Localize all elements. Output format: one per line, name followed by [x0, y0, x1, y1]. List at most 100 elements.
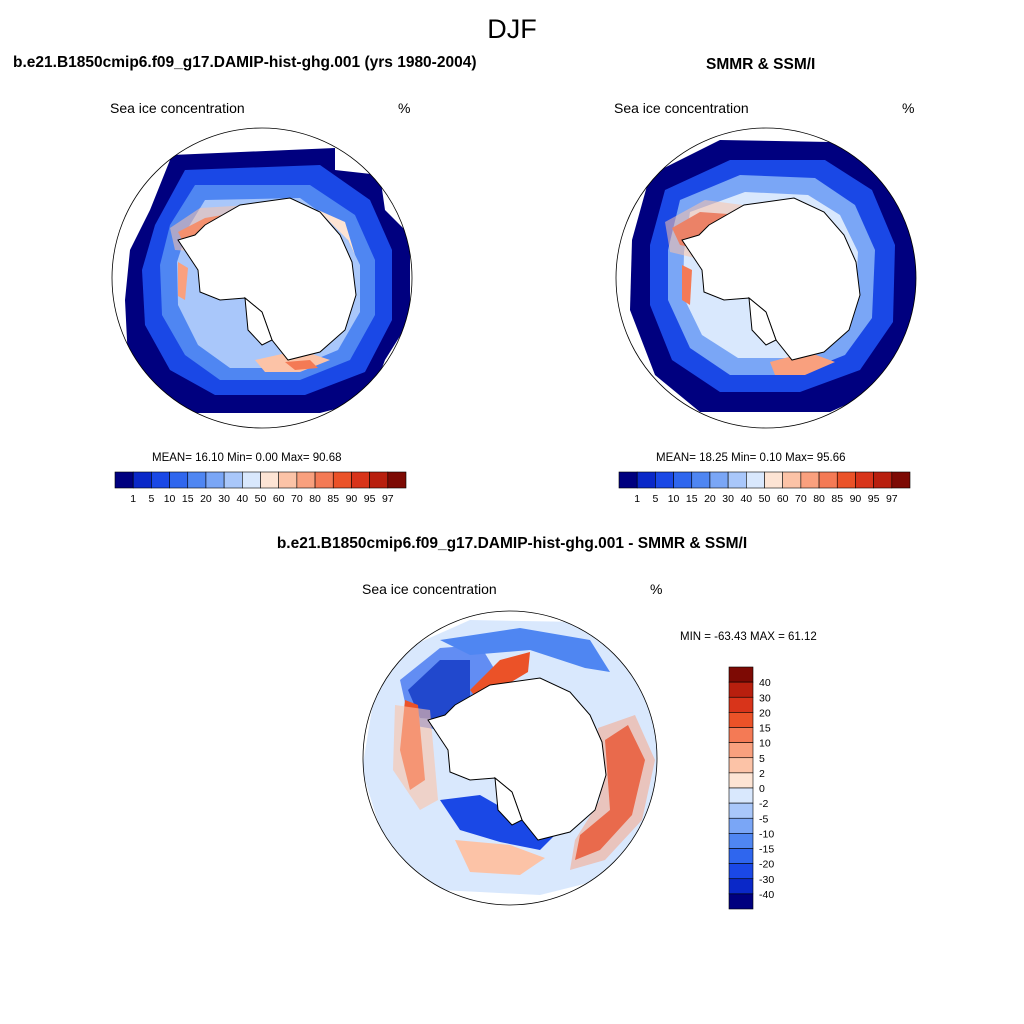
antarctica-continent [681, 197, 861, 361]
colorbar-box [728, 817, 754, 834]
colorbar-tick-label: 20 [704, 493, 716, 505]
colorbar-box [728, 696, 754, 713]
colorbar-tick-label: 10 [759, 738, 771, 750]
colorbar-box [782, 471, 802, 489]
colorbar-box [728, 878, 754, 895]
panel-3-units-label: % [650, 581, 663, 597]
colorbar-tick-label: 10 [668, 493, 680, 505]
colorbar-box [169, 471, 189, 489]
colorbar-box [151, 471, 170, 489]
colorbar-tick-label: 20 [200, 493, 212, 505]
colorbar-box [296, 471, 316, 489]
east-positive-halo [570, 715, 655, 870]
colorbar-tick-label: -40 [759, 889, 774, 901]
colorbar-tick-label: 15 [686, 493, 698, 505]
colorbar-box [114, 471, 134, 489]
colorbar-box [691, 471, 711, 489]
north-ring-negative [440, 628, 610, 672]
panel-1-map [111, 127, 413, 429]
panel-3-title: b.e21.B1850cmip6.f09_g17.DAMIP-hist-ghg.… [276, 535, 748, 552]
colorbar-box [728, 802, 754, 819]
colorbar-tick-label: 5 [759, 753, 765, 765]
colorbar-tick-label: 5 [652, 493, 658, 505]
colorbar-box [728, 666, 754, 683]
ross-ice-shelf [244, 296, 273, 346]
colorbar-box [728, 893, 754, 910]
panel-2-stats: MEAN= 18.25 Min= 0.10 Max= 95.66 [656, 452, 846, 464]
colorbar-tick-label: -2 [759, 798, 768, 810]
colorbar-box [891, 471, 911, 489]
antarctic-peninsula-ice [178, 262, 188, 300]
colorbar-tick-label: 10 [164, 493, 176, 505]
colorbar-tick-label: -30 [759, 874, 774, 886]
panel-2-map-border [615, 127, 917, 429]
colorbar-tick-label: 70 [795, 493, 807, 505]
colorbar-tick-label: 90 [850, 493, 862, 505]
colorbar-box [728, 712, 754, 728]
colorbar-tick-label: -5 [759, 813, 768, 825]
antarctica-continent [427, 677, 607, 841]
colorbar-tick-label: 60 [777, 493, 789, 505]
panel-1-variable-label: Sea ice concentration [110, 100, 245, 116]
colorbar-tick-label: 50 [255, 493, 267, 505]
colorbar-tick-label: 40 [236, 493, 248, 505]
colorbar-tick-label: 60 [273, 493, 285, 505]
ross-pack-core [285, 360, 318, 370]
colorbar-tick-label: 85 [327, 493, 339, 505]
colorbar-tick-label: -20 [759, 859, 774, 871]
colorbar-tick-label: 30 [218, 493, 230, 505]
panel-3-variable-label: Sea ice concentration [362, 581, 497, 597]
colorbar-box [636, 471, 656, 489]
colorbar-tick-label: 95 [868, 493, 880, 505]
panel-2-units-label: % [902, 100, 915, 116]
colorbar-box [132, 471, 152, 489]
colorbar-tick-label: 97 [886, 493, 898, 505]
panel-3-map-border [362, 610, 658, 906]
colorbar-box [746, 471, 765, 489]
colorbar-box [728, 681, 754, 698]
panel-1-colorbar: 1 5 10 15 20 30 40 50 60 70 80 85 90 95 97 [114, 471, 407, 505]
colorbar-tick-label: -15 [759, 844, 774, 856]
colorbar-tick-label: 95 [364, 493, 376, 505]
colorbar-box [618, 471, 638, 489]
colorbar-tick-label: -10 [759, 828, 774, 840]
ross-ice-shelf [748, 296, 777, 346]
colorbar-tick-label: 2 [759, 768, 765, 780]
panel-1-title: b.e21.B1850cmip6.f09_g17.DAMIP-hist-ghg.… [13, 54, 477, 71]
colorbar-box [728, 833, 754, 849]
colorbar-tick-label: 1 [130, 493, 136, 505]
colorbar-tick-label: 1 [634, 493, 640, 505]
ross-ice-shelf [494, 776, 523, 826]
colorbar-tick-label: 90 [346, 493, 358, 505]
colorbar-box [260, 471, 279, 489]
peninsula-positive-halo [393, 705, 438, 810]
colorbar-box [728, 787, 754, 804]
ross-negative [440, 795, 555, 850]
colorbar-box [728, 772, 754, 789]
colorbar-box [387, 471, 407, 489]
colorbar-box [873, 471, 893, 489]
colorbar-tick-label: 15 [759, 723, 771, 735]
colorbar-tick-label: 5 [148, 493, 154, 505]
colorbar-box [187, 471, 207, 489]
antarctica-continent [177, 197, 357, 361]
colorbar-tick-label: 97 [382, 493, 394, 505]
panel-3-stats: MIN = -63.43 MAX = 61.12 [680, 631, 817, 643]
colorbar-box [855, 471, 874, 489]
panel-3-map [362, 610, 658, 906]
colorbar-box [764, 471, 783, 489]
colorbar-box [728, 863, 754, 880]
panel-1-stats: MEAN= 16.10 Min= 0.00 Max= 90.68 [152, 452, 342, 464]
colorbar-box [728, 757, 754, 774]
colorbar-box [836, 471, 856, 489]
colorbar-tick-label: 30 [759, 692, 771, 704]
panel-1-units-label: % [398, 100, 411, 116]
colorbar-box [278, 471, 298, 489]
colorbar-tick-label: 50 [759, 493, 771, 505]
panel-2-variable-label: Sea ice concentration [614, 100, 749, 116]
colorbar-tick-label: 0 [759, 783, 765, 795]
colorbar-box [332, 471, 352, 489]
colorbar-box [818, 471, 838, 489]
colorbar-box [655, 471, 674, 489]
